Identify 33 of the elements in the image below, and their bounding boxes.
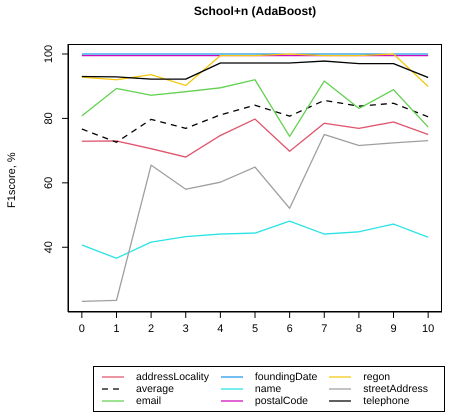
x-tick-label: 5	[252, 322, 258, 335]
y-tick-label: 100	[43, 44, 55, 64]
legend-label: name	[254, 383, 282, 395]
line-series	[81, 220, 429, 259]
x-tick-label: 1	[113, 322, 120, 335]
line-series	[81, 60, 429, 80]
legend-label: regon	[363, 371, 390, 383]
y-axis-title: F1score, %	[6, 152, 18, 208]
legend-label: foundingDate	[254, 371, 318, 383]
x-tick-label: 0	[78, 322, 85, 335]
x-tick-label: 4	[217, 322, 224, 335]
legend-label: email	[136, 395, 162, 407]
line-series	[81, 79, 429, 138]
y-tick-label: 80	[43, 112, 55, 125]
y-tick-label: 60	[43, 176, 55, 189]
x-tick-label: 2	[148, 322, 154, 335]
legend-label: addressLocality	[136, 371, 209, 383]
x-tick-label: 9	[390, 322, 397, 335]
chart-title: School+n (AdaBoost)	[192, 4, 318, 18]
legend-label: streetAddress	[363, 383, 428, 395]
legend-label: average	[136, 383, 174, 395]
legend-label: telephone	[363, 395, 410, 407]
line-series	[81, 118, 429, 158]
line-series	[81, 53, 429, 88]
x-tick-label: 8	[356, 322, 362, 335]
x-tick-label: 6	[286, 322, 293, 335]
legend-label: postalCode	[254, 395, 308, 407]
x-tick-label: 10	[422, 322, 434, 335]
line-series	[81, 100, 429, 143]
x-tick-label: 7	[321, 322, 328, 335]
x-tick-label: 3	[182, 322, 189, 335]
y-tick-label: 40	[43, 241, 55, 254]
line-series	[81, 134, 429, 302]
